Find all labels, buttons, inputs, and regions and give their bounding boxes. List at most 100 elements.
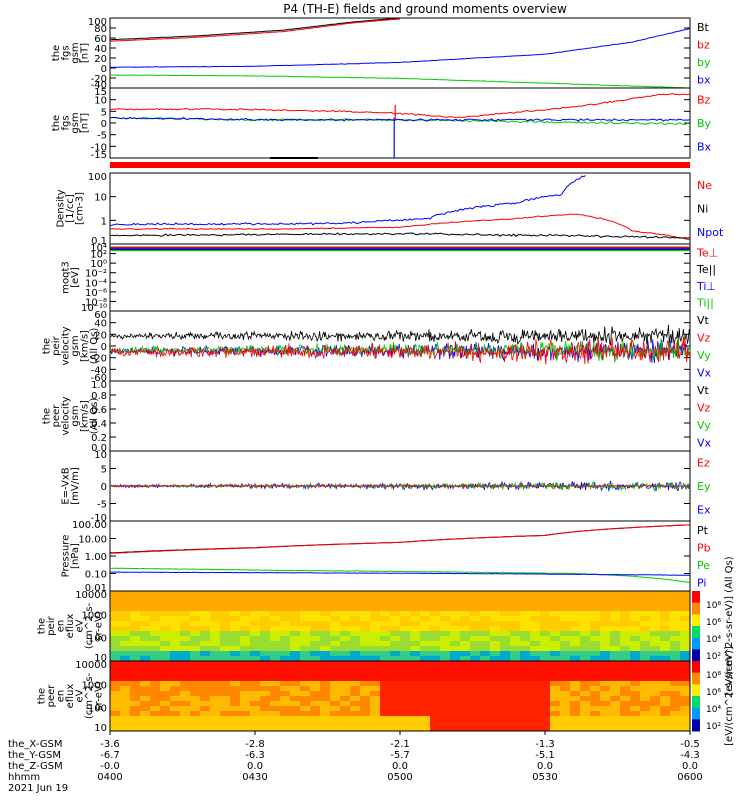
spec-cell (230, 691, 241, 697)
spec-cell (540, 696, 551, 702)
spec-cell (360, 621, 371, 627)
spec-cell (330, 591, 341, 597)
spec-cell (570, 691, 581, 697)
spec-cell (440, 616, 451, 622)
spec-cell (250, 601, 261, 607)
spec-cell (430, 691, 441, 697)
spec-cell (290, 686, 301, 692)
xtick-label-y: -4.3 (680, 750, 700, 761)
spec-cell (640, 671, 651, 677)
spec-cell (120, 716, 131, 722)
spec-cell (260, 626, 271, 632)
spec-cell (110, 611, 121, 617)
spec-cell (200, 676, 211, 682)
spec-cell (440, 696, 451, 702)
spec-cell (220, 646, 231, 652)
spec-cell (580, 646, 591, 652)
spec-cell (620, 701, 631, 707)
spec-cell (130, 671, 141, 677)
spec-cell (420, 721, 431, 727)
spec-cell (400, 656, 411, 662)
spec-cell (480, 696, 491, 702)
spec-cell (240, 636, 251, 642)
spec-cell (220, 636, 231, 642)
spec-cell (630, 631, 641, 637)
spec-cell (570, 631, 581, 637)
spec-cell (310, 601, 321, 607)
spec-cell (360, 716, 371, 722)
spec-cell (540, 721, 551, 727)
spec-cell (320, 721, 331, 727)
spec-cell (170, 706, 181, 712)
spec-cell (240, 601, 251, 607)
spec-cell (580, 691, 591, 697)
spec-cell (350, 591, 361, 597)
xtick-label-x: -1.3 (535, 739, 555, 750)
spec-cell (250, 616, 261, 622)
spec-cell (320, 676, 331, 682)
spec-cell (220, 631, 231, 637)
spec-cell (550, 671, 561, 677)
spec-cell (150, 701, 161, 707)
spec-cell (130, 656, 141, 662)
spec-cell (680, 711, 691, 717)
ytick-label: 0.2 (91, 433, 107, 444)
spec-cell (460, 696, 471, 702)
spec-cell (120, 621, 131, 627)
spec-cell (330, 601, 341, 607)
spec-cell (400, 686, 411, 692)
spec-cell (380, 701, 391, 707)
spec-cell (150, 696, 161, 702)
ylabel-line: eflux (65, 614, 76, 639)
spec-cell (150, 601, 161, 607)
spec-cell (330, 651, 341, 657)
spec-cell (660, 606, 671, 612)
colorbar-segment (692, 649, 700, 662)
spec-cell (680, 646, 691, 652)
spec-cell (680, 676, 691, 682)
spec-cell (220, 716, 231, 722)
spec-cell (310, 681, 321, 687)
spec-cell (140, 711, 151, 717)
spec-cell (380, 651, 391, 657)
spec-cell (480, 711, 491, 717)
spec-cell (360, 701, 371, 707)
spec-cell (520, 606, 531, 612)
spec-cell (330, 676, 341, 682)
spec-cell (570, 711, 581, 717)
spec-cell (250, 716, 261, 722)
spec-cell (370, 721, 381, 727)
spec-cell (640, 706, 651, 712)
ytick-label: -60 (91, 373, 107, 384)
spec-cell (650, 716, 661, 722)
spec-cell (110, 726, 121, 732)
spec-cell (450, 591, 461, 597)
spec-cell (230, 666, 241, 672)
spec-cell (410, 646, 421, 652)
spec-cell (540, 661, 551, 667)
spec-cell (540, 716, 551, 722)
plot-title: P4 (TH-E) fields and ground moments over… (283, 2, 567, 16)
spec-cell (580, 666, 591, 672)
spec-cell (490, 631, 501, 637)
spec-cell (360, 641, 371, 647)
spec-cell (180, 676, 191, 682)
spec-cell (610, 626, 621, 632)
spec-cell (130, 606, 141, 612)
spec-cell (130, 611, 141, 617)
spec-cell (510, 676, 521, 682)
spec-cell (240, 616, 251, 622)
spec-cell (580, 721, 591, 727)
spec-cell (670, 706, 681, 712)
spec-cell (110, 636, 121, 642)
spec-cell (570, 686, 581, 692)
spec-cell (520, 721, 531, 727)
spec-cell (110, 641, 121, 647)
spec-cell (360, 671, 371, 677)
spec-cell (330, 606, 341, 612)
spec-cell (520, 701, 531, 707)
ytick-label: 40 (94, 44, 107, 55)
spec-cell (640, 646, 651, 652)
spec-cell (370, 591, 381, 597)
spec-cell (160, 621, 171, 627)
